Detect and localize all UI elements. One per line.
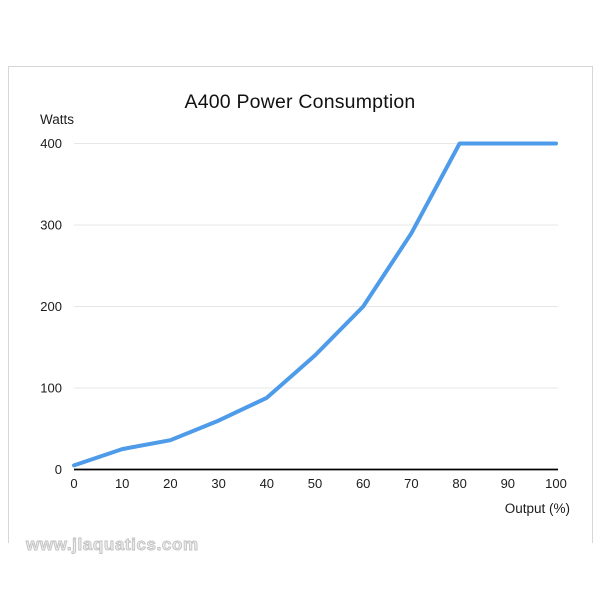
chart-title: A400 Power Consumption bbox=[184, 91, 416, 113]
x-tick-label: 40 bbox=[260, 476, 274, 491]
x-axis-label: Output (%) bbox=[504, 501, 570, 516]
x-tick-label: 70 bbox=[404, 476, 418, 491]
x-tick-label: 90 bbox=[501, 476, 515, 491]
x-tick-label: 0 bbox=[70, 476, 77, 491]
x-tick-label: 100 bbox=[545, 476, 567, 491]
y-tick-label: 300 bbox=[40, 218, 62, 233]
y-axis-unit-label: Watts bbox=[40, 112, 75, 127]
x-tick-label: 20 bbox=[163, 476, 177, 491]
x-tick-label: 30 bbox=[211, 476, 225, 491]
y-tick-label: 200 bbox=[40, 299, 62, 314]
y-tick-label: 400 bbox=[40, 136, 62, 151]
x-tick-label: 50 bbox=[308, 476, 322, 491]
y-tick-label: 100 bbox=[40, 381, 62, 396]
x-tick-label: 80 bbox=[452, 476, 466, 491]
y-tick-label: 0 bbox=[55, 462, 62, 477]
power-series-line bbox=[72, 141, 558, 468]
watermark: www.jlaquatics.com bbox=[26, 535, 199, 555]
x-tick-label: 10 bbox=[115, 476, 129, 491]
x-tick-label: 60 bbox=[356, 476, 370, 491]
